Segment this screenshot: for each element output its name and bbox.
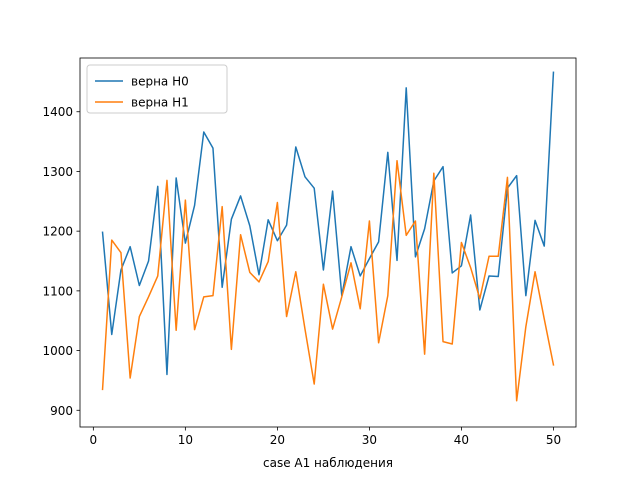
y-tick-label: 1400: [42, 105, 73, 119]
x-tick-label: 0: [90, 433, 98, 447]
x-tick-label: 10: [178, 433, 193, 447]
x-tick-label: 30: [362, 433, 377, 447]
y-axis: 900 1000 1100 1200 1300 1400: [42, 105, 80, 418]
y-tick-label: 1300: [42, 165, 73, 179]
y-tick-label: 1000: [42, 344, 73, 358]
x-axis: 0 10 20 30 40 50: [90, 427, 561, 447]
series-layer: [101, 71, 555, 402]
legend-label-1: верна H0: [131, 75, 189, 89]
x-tick-label: 40: [454, 433, 469, 447]
legend-label-2: верна H1: [131, 96, 189, 110]
legend-box: [86, 64, 228, 114]
plot-frame: [79, 57, 577, 428]
x-tick-label: 50: [546, 433, 561, 447]
x-tick-label: 20: [270, 433, 285, 447]
y-tick-label: 1200: [42, 225, 73, 239]
legend: верна H0 верна H1: [86, 64, 228, 114]
y-tick-label: 900: [50, 404, 73, 418]
y-tick-label: 1100: [42, 284, 73, 298]
series-line-2: [101, 159, 555, 402]
x-axis-label: case A1 наблюдения: [263, 456, 393, 470]
